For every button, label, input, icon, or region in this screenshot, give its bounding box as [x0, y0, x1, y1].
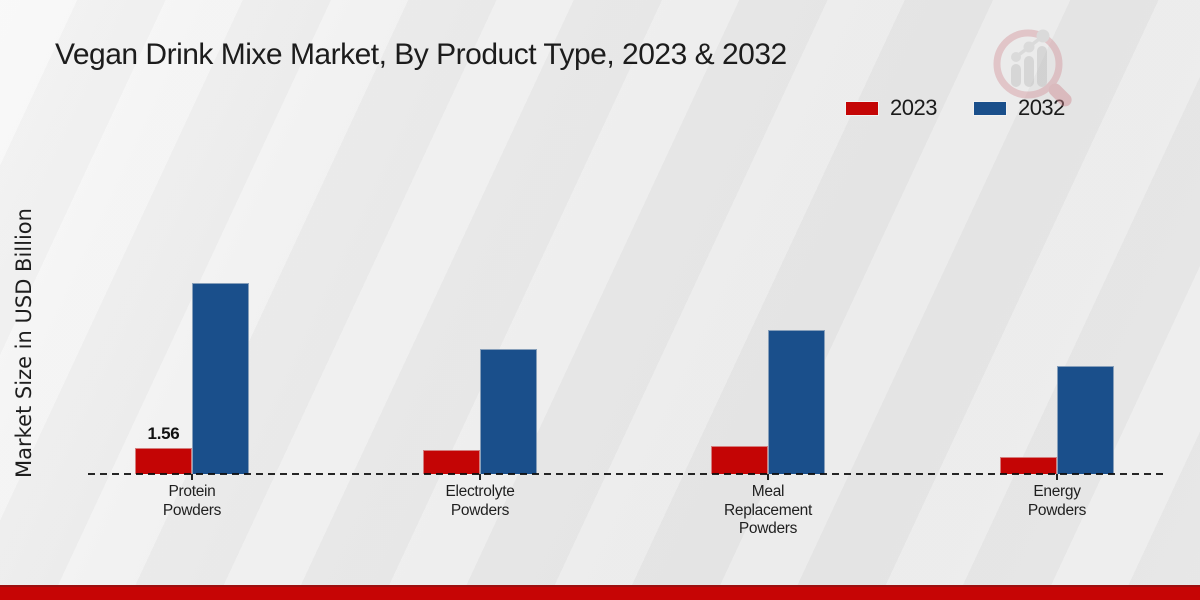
bar-2032-electrolyte-powders: [480, 349, 537, 474]
bar-2023-meal-replacement-powders: [711, 446, 768, 474]
category-label-line: Protein: [168, 483, 216, 500]
category-label-energy-powders: Energy Powders: [947, 483, 1167, 520]
bar-2032-meal-replacement-powders: [768, 330, 825, 474]
chart-title: Vegan Drink Mixe Market, By Product Type…: [55, 38, 787, 71]
category-label-line: Powders: [1027, 501, 1087, 519]
legend-label-2032: 2032: [1017, 95, 1065, 120]
footer-accent-bar: [0, 585, 1200, 600]
bar-2023-electrolyte-powders: [423, 450, 480, 474]
category-label-meal-replacement-powders: Meal Replacement Powders: [658, 483, 878, 539]
category-label-line: Powders: [738, 520, 798, 537]
legend-swatch-2032: [972, 100, 1007, 116]
legend: 2023 2032: [845, 95, 1065, 121]
x-axis-baseline: [88, 473, 1164, 475]
bar-2032-energy-powders: [1057, 366, 1114, 474]
legend-label-2023: 2023: [890, 95, 937, 120]
bar-2023-energy-powders: [1000, 457, 1057, 474]
legend-item-2023: 2023: [845, 95, 937, 121]
x-axis-tick-energy-powders: [1056, 474, 1058, 480]
category-label-line: Powders: [450, 501, 510, 519]
legend-swatch-2023: [845, 100, 879, 116]
category-label-line: Energy: [1033, 483, 1081, 500]
bar-value-label: 1.56: [147, 424, 180, 443]
category-label-line: Meal: [751, 483, 785, 500]
bar-2032-protein-powders: [192, 283, 249, 474]
category-label-line: Powders: [162, 501, 222, 519]
category-label-line: Replacement: [723, 501, 813, 519]
x-axis-tick-protein-powders: [191, 474, 193, 480]
watermark-logo: [983, 20, 1078, 120]
x-axis-tick-meal-replacement-powders: [767, 474, 769, 480]
magnifier-growth-chart-icon: [993, 29, 1072, 107]
category-label-protein-powders: Protein Powders: [82, 483, 302, 520]
category-label-line: Electrolyte: [445, 483, 515, 500]
legend-item-2032: 2032: [972, 95, 1065, 121]
bar-2023-protein-powders: [135, 448, 192, 474]
category-label-electrolyte-powders: Electrolyte Powders: [370, 483, 590, 520]
x-axis-tick-electrolyte-powders: [479, 474, 481, 480]
